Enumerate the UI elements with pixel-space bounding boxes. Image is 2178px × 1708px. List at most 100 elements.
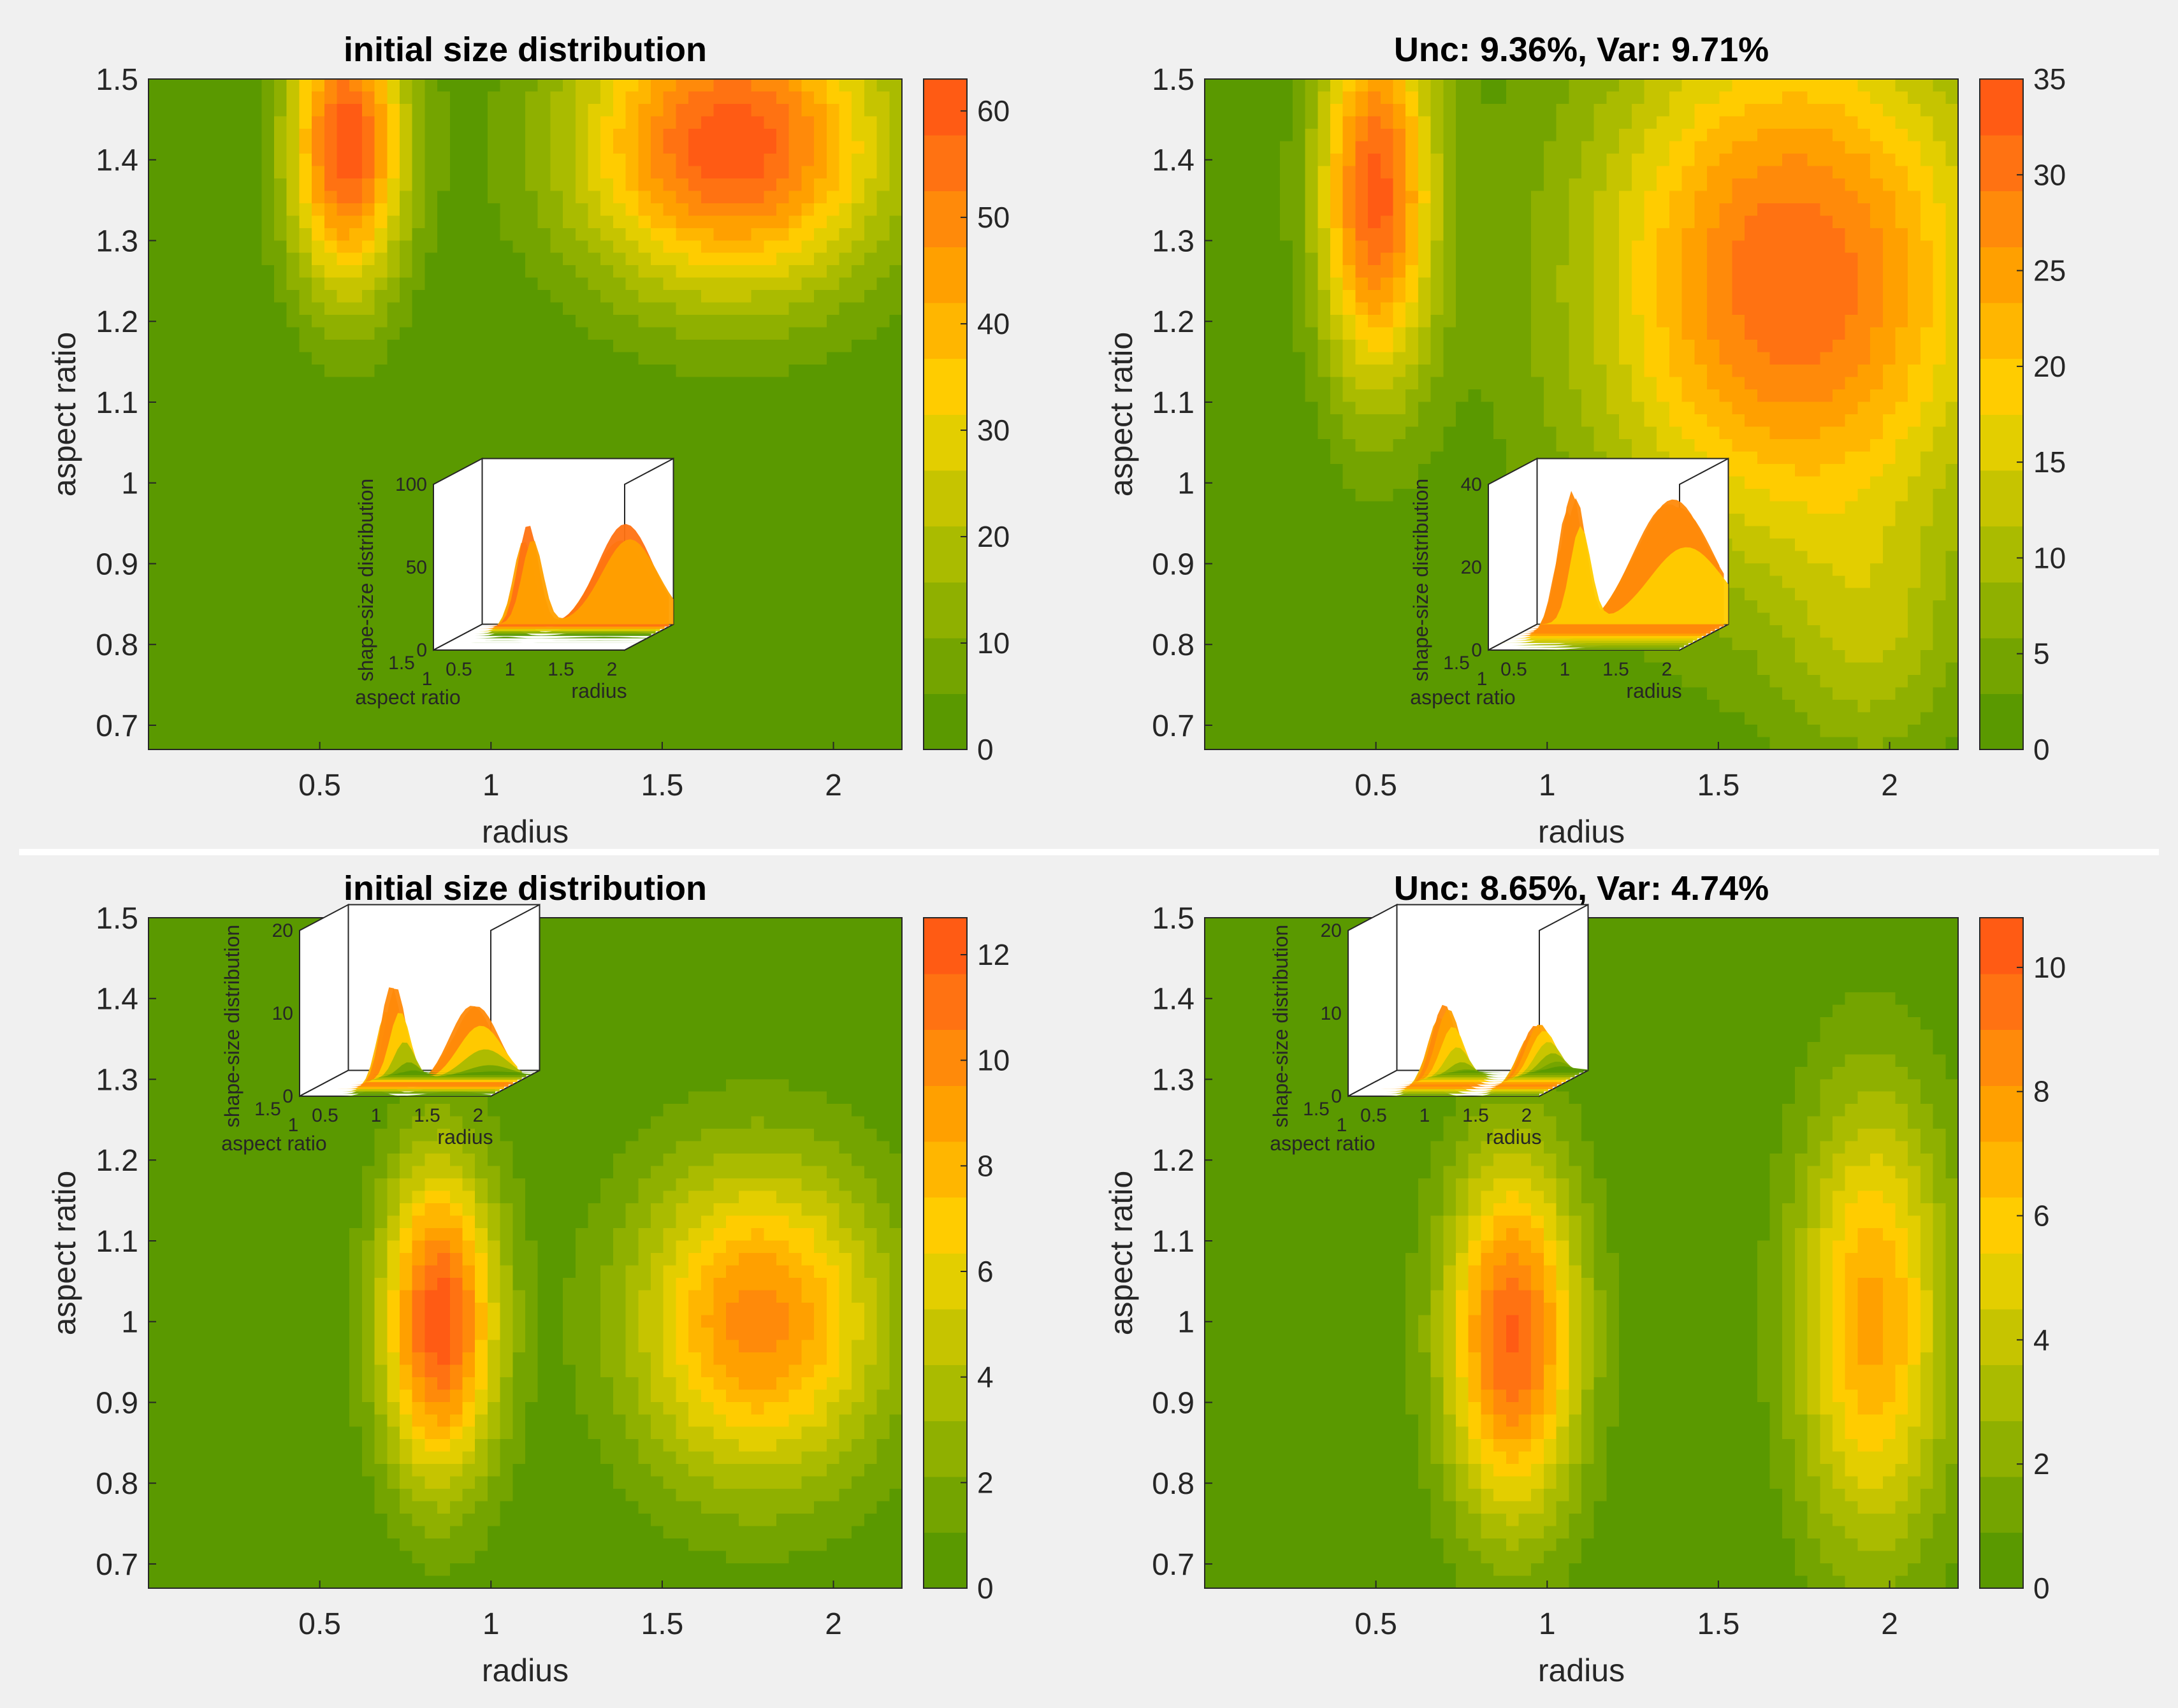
contour-cell — [361, 277, 375, 291]
contour-cell — [1531, 327, 1544, 340]
contour-cell — [864, 128, 878, 142]
contour-cell — [1267, 215, 1281, 229]
contour-cell — [550, 141, 563, 154]
contour-cell — [462, 340, 476, 353]
contour-cell — [1456, 513, 1469, 527]
contour-cell — [1254, 700, 1268, 713]
contour-cell — [1330, 612, 1344, 626]
contour-cell — [1342, 240, 1356, 254]
contour-cell — [286, 600, 300, 614]
contour-cell — [1292, 588, 1306, 602]
contour-cell — [1569, 725, 1582, 738]
contour-cell — [261, 675, 275, 688]
contour-cell — [374, 116, 388, 129]
contour-cell — [1456, 426, 1469, 440]
contour-cell — [1217, 365, 1231, 378]
contour-cell — [261, 116, 275, 129]
contour-cell — [563, 725, 576, 738]
contour-cell — [713, 215, 727, 229]
contour-cell — [726, 588, 739, 602]
contour-cell — [738, 352, 752, 365]
contour-cell — [1205, 79, 1218, 92]
contour-cell — [814, 513, 827, 527]
contour-cell — [437, 228, 451, 242]
contour-cell — [387, 315, 400, 328]
contour-cell — [274, 700, 287, 713]
contour-cell — [1506, 438, 1520, 452]
contour-cell — [437, 315, 451, 328]
contour-cell — [462, 352, 476, 365]
contour-cell — [1205, 215, 1218, 229]
contour-cell — [550, 426, 563, 440]
contour-cell — [1217, 352, 1231, 365]
contour-cell — [1330, 675, 1344, 688]
contour-cell — [676, 302, 689, 315]
contour-cell — [1443, 277, 1456, 291]
contour-cell — [776, 128, 790, 142]
contour-cell — [487, 191, 501, 204]
contour-cell — [776, 91, 790, 105]
contour-cell — [299, 290, 312, 303]
contour-cell — [801, 463, 815, 477]
contour-cell — [1355, 538, 1369, 552]
contour-cell — [149, 725, 162, 738]
contour-cell — [1531, 153, 1544, 167]
contour-cell — [349, 463, 363, 477]
contour-cell — [312, 476, 325, 489]
contour-cell — [475, 426, 488, 440]
contour-cell — [274, 612, 287, 626]
contour-cell — [173, 501, 187, 514]
contour-cell — [1468, 178, 1482, 192]
contour-cell — [186, 302, 200, 315]
contour-cell — [299, 538, 312, 552]
contour-cell — [387, 377, 400, 390]
contour-cell — [462, 712, 476, 725]
contour-cell — [1393, 438, 1406, 452]
contour-cell — [1318, 737, 1331, 750]
contour-cell — [274, 215, 287, 229]
contour-cell — [249, 551, 263, 564]
contour-cell — [1430, 365, 1444, 378]
contour-cell — [651, 141, 664, 154]
contour-cell — [788, 650, 802, 663]
contour-cell — [701, 327, 715, 340]
contour-cell — [1280, 103, 1293, 117]
contour-cell — [1481, 277, 1494, 291]
contour-cell — [1581, 426, 1595, 440]
contour-cell — [1493, 79, 1507, 92]
contour-cell — [236, 476, 250, 489]
inset-z-tick-label: 50 — [406, 557, 427, 578]
contour-cell — [211, 612, 224, 626]
contour-cell — [1456, 290, 1469, 303]
contour-cell — [224, 438, 237, 452]
contour-cell — [701, 625, 715, 639]
contour-cell — [512, 302, 526, 315]
contour-cell — [337, 315, 350, 328]
inset-y-axis-label: aspect ratio — [355, 686, 460, 709]
contour-cell — [537, 340, 551, 353]
contour-cell — [738, 215, 752, 229]
contour-cell — [726, 538, 739, 552]
contour-cell — [261, 551, 275, 564]
contour-cell — [751, 215, 765, 229]
contour-cell — [1318, 340, 1331, 353]
contour-cell — [1267, 675, 1281, 688]
contour-cell — [600, 725, 614, 738]
contour-cell — [575, 79, 589, 92]
contour-cell — [437, 191, 451, 204]
contour-cell — [1342, 538, 1356, 552]
contour-cell — [751, 166, 765, 179]
contour-cell — [801, 79, 815, 92]
contour-cell — [663, 352, 677, 365]
contour-cell — [374, 252, 388, 266]
x-tick-label: 0.5 — [298, 769, 341, 802]
contour-cell — [525, 203, 539, 217]
contour-cell — [1242, 575, 1256, 589]
contour-cell — [1543, 402, 1557, 415]
contour-cell — [1393, 650, 1406, 663]
contour-cell — [550, 252, 563, 266]
contour-cell — [751, 588, 765, 602]
contour-cell — [525, 166, 539, 179]
contour-cell — [1506, 91, 1520, 105]
contour-cell — [876, 141, 890, 154]
